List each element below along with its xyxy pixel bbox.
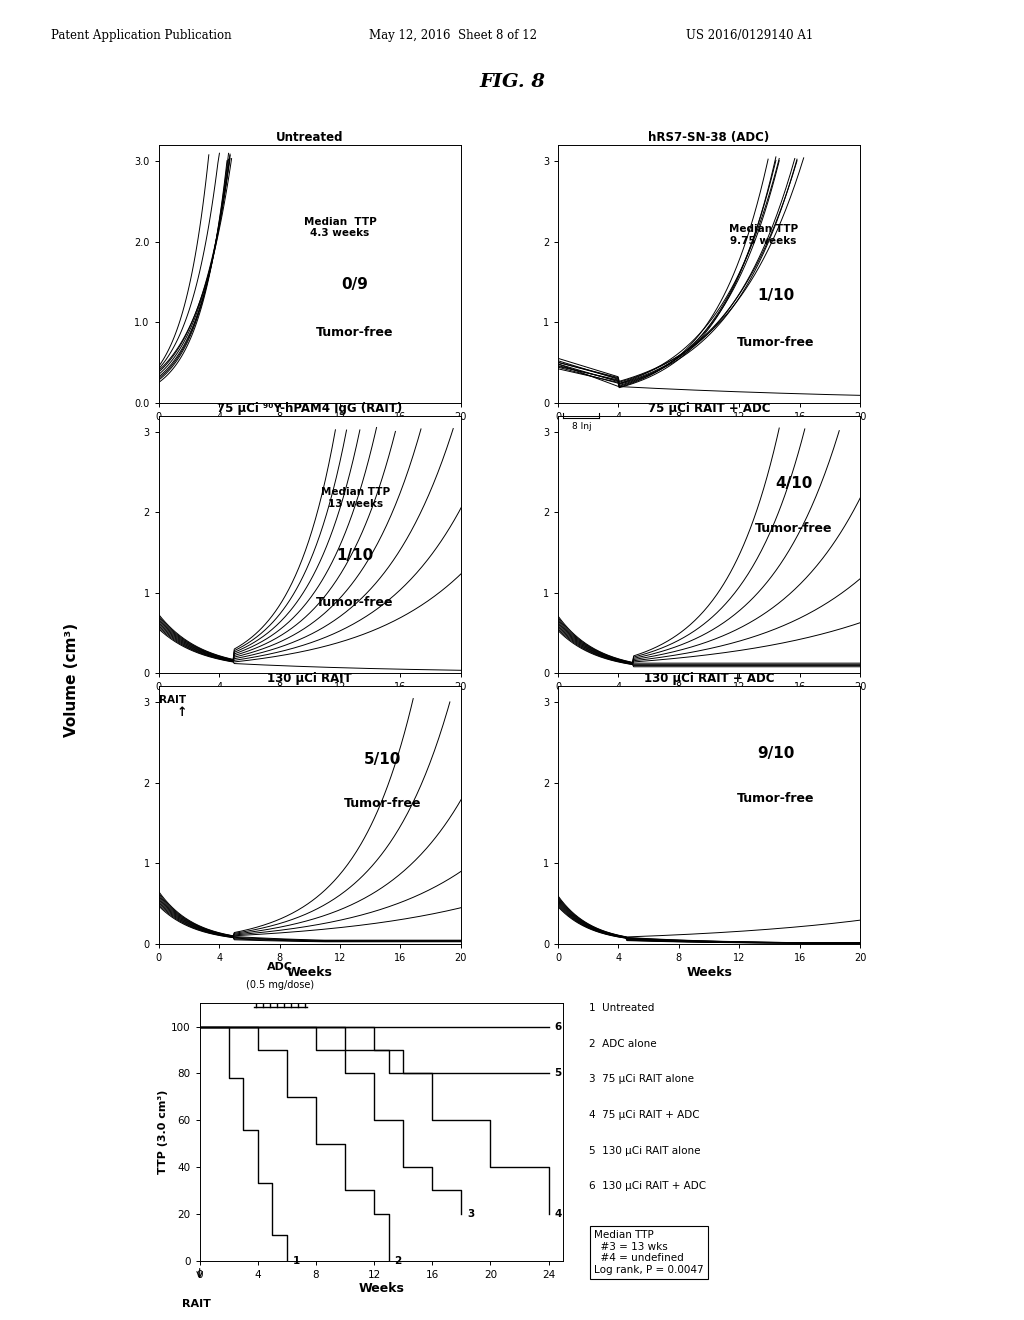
Text: 6: 6: [554, 1022, 562, 1032]
Text: 3: 3: [467, 1209, 474, 1218]
Text: 4: 4: [554, 1209, 562, 1218]
Point: [197, 1250, 209, 1266]
Text: RAIT: RAIT: [181, 1299, 211, 1309]
Point: [197, 1250, 209, 1266]
Text: ADC: ADC: [266, 962, 293, 972]
Text: 6  130 μCi RAIT + ADC: 6 130 μCi RAIT + ADC: [589, 1181, 706, 1192]
Text: 9/10: 9/10: [757, 747, 795, 762]
Text: Median TTP
13 weeks: Median TTP 13 weeks: [321, 487, 390, 510]
X-axis label: Weeks: Weeks: [287, 966, 333, 978]
Point: [198, 1250, 210, 1266]
Text: ↑: ↑: [177, 706, 187, 719]
Point: [196, 1250, 208, 1266]
Text: Tumor-free: Tumor-free: [737, 792, 814, 805]
Text: 8 Inj: 8 Inj: [571, 422, 592, 430]
Title: 75 μCi RAIT + ADC: 75 μCi RAIT + ADC: [648, 401, 770, 414]
Text: 5: 5: [554, 1068, 562, 1078]
Text: 4  75 μCi RAIT + ADC: 4 75 μCi RAIT + ADC: [589, 1110, 699, 1121]
Text: 0/9: 0/9: [342, 277, 369, 292]
Title: 130 μCi RAIT: 130 μCi RAIT: [267, 672, 352, 685]
Text: Tumor-free: Tumor-free: [737, 337, 814, 348]
Text: Patent Application Publication: Patent Application Publication: [51, 29, 231, 42]
Text: US 2016/0129140 A1: US 2016/0129140 A1: [686, 29, 813, 42]
Point: [196, 1250, 208, 1266]
Point: [198, 1250, 210, 1266]
Text: RAIT: RAIT: [159, 694, 185, 705]
Point: [198, 1250, 210, 1266]
Text: Tumor-free: Tumor-free: [343, 797, 421, 810]
Text: 2  ADC alone: 2 ADC alone: [589, 1039, 656, 1049]
Text: 4/10: 4/10: [775, 477, 812, 491]
Point: [196, 1250, 208, 1266]
Text: 1  Untreated: 1 Untreated: [589, 1003, 654, 1014]
X-axis label: Weeks: Weeks: [358, 1283, 404, 1295]
Point: [197, 1250, 209, 1266]
Text: Volume (cm³): Volume (cm³): [65, 623, 79, 737]
Title: 75 μCi ⁹⁰Y-hPAM4 IgG (RAIT): 75 μCi ⁹⁰Y-hPAM4 IgG (RAIT): [217, 401, 402, 414]
Point: [196, 1250, 208, 1266]
X-axis label: Weeks: Weeks: [686, 966, 732, 978]
Text: 3  75 μCi RAIT alone: 3 75 μCi RAIT alone: [589, 1074, 694, 1085]
Text: 1: 1: [293, 1255, 300, 1266]
Point: [197, 1250, 209, 1266]
Text: 5  130 μCi RAIT alone: 5 130 μCi RAIT alone: [589, 1146, 700, 1156]
Y-axis label: TTP (3.0 cm³): TTP (3.0 cm³): [159, 1090, 168, 1173]
Point: [198, 1250, 210, 1266]
Text: (0.5 mg/dose): (0.5 mg/dose): [246, 979, 313, 990]
Text: 1/10: 1/10: [337, 548, 374, 562]
Text: Tumor-free: Tumor-free: [755, 521, 833, 535]
Text: 2: 2: [394, 1255, 401, 1266]
Title: 130 μCi RAIT + ADC: 130 μCi RAIT + ADC: [644, 672, 774, 685]
Point: [197, 1250, 209, 1266]
Text: Median  TTP
4.3 weeks: Median TTP 4.3 weeks: [303, 216, 377, 239]
Text: 5/10: 5/10: [364, 751, 401, 767]
Point: [197, 1250, 209, 1266]
Text: 1/10: 1/10: [757, 288, 795, 302]
Text: May 12, 2016  Sheet 8 of 12: May 12, 2016 Sheet 8 of 12: [369, 29, 537, 42]
Text: FIG. 8: FIG. 8: [479, 73, 545, 91]
Point: [198, 1250, 210, 1266]
Text: Tumor-free: Tumor-free: [316, 326, 394, 339]
Point: [196, 1250, 208, 1266]
Point: [198, 1250, 210, 1266]
Point: [198, 1250, 210, 1266]
Text: Median TTP
9.75 weeks: Median TTP 9.75 weeks: [729, 224, 798, 246]
Title: Untreated: Untreated: [276, 131, 343, 144]
Text: Median TTP
  #3 = 13 wks
  #4 = undefined
Log rank, P = 0.0047: Median TTP #3 = 13 wks #4 = undefined Lo…: [594, 1230, 703, 1275]
Title: hRS7-SN-38 (ADC): hRS7-SN-38 (ADC): [648, 131, 770, 144]
Text: Tumor-free: Tumor-free: [316, 597, 394, 610]
